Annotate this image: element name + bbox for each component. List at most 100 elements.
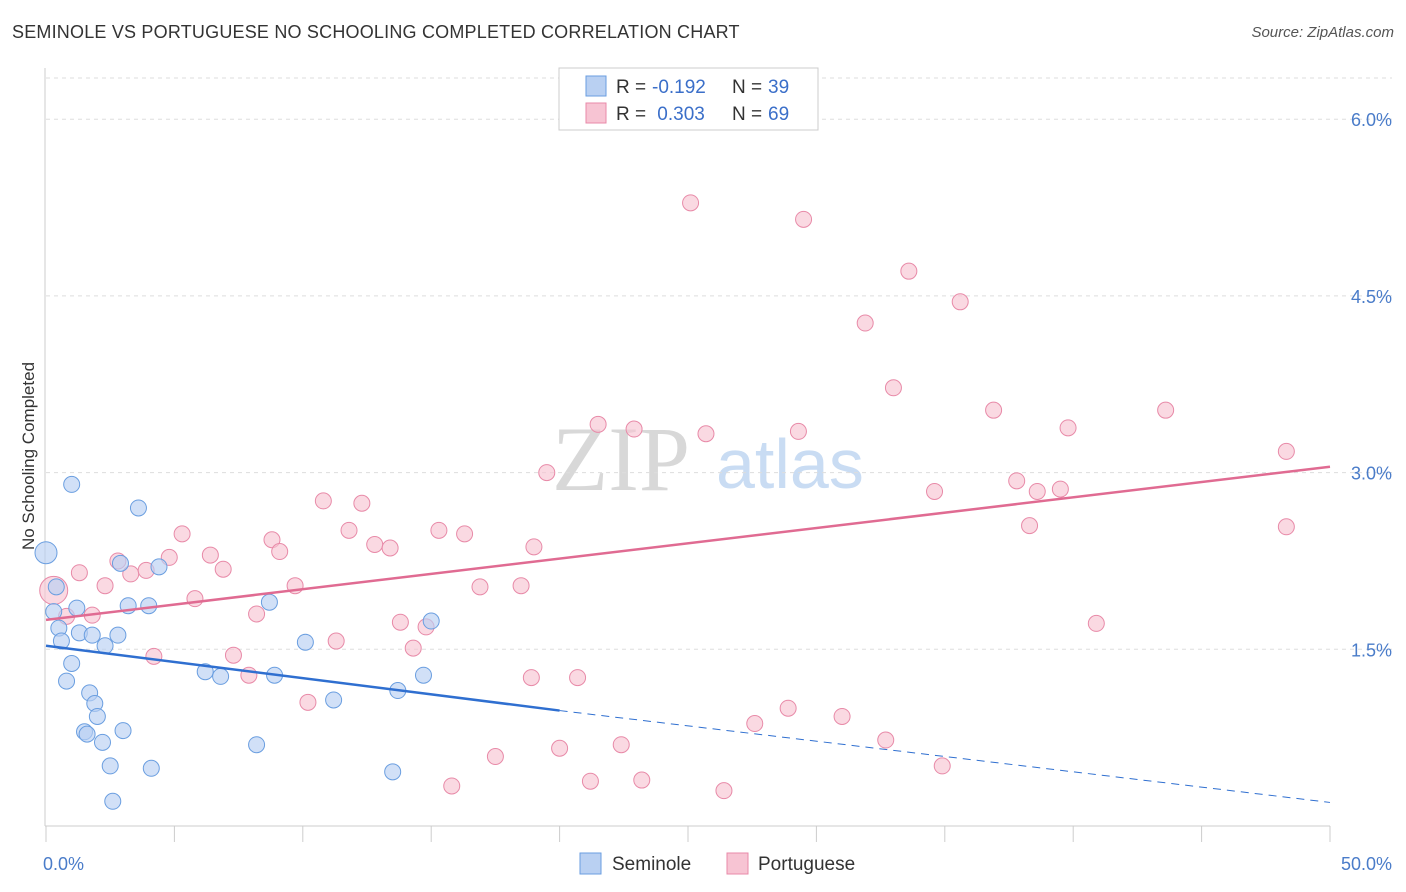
seminole-point (78, 725, 96, 743)
portuguese-point (746, 715, 764, 733)
source-label: Source: ZipAtlas.com (1251, 24, 1394, 41)
portuguese-point (486, 748, 504, 766)
portuguese-point (715, 782, 733, 800)
seminole-point (114, 722, 132, 740)
portuguese-point (186, 590, 204, 608)
x-tick-label: 0.0% (43, 854, 84, 874)
y-tick-label: 1.5% (1351, 640, 1392, 660)
portuguese-point (327, 632, 345, 650)
portuguese-point (224, 646, 242, 664)
legend-r-value-seminole: -0.192 (652, 77, 706, 98)
portuguese-point (951, 293, 969, 311)
portuguese-point (525, 538, 543, 556)
portuguese-point (625, 420, 643, 438)
portuguese-point (1277, 442, 1295, 460)
trend-lines (45, 465, 1331, 803)
portuguese-point (404, 639, 422, 657)
y-axis-label: No Schooling Completed (19, 362, 38, 550)
portuguese-point (884, 379, 902, 397)
portuguese-point (145, 647, 163, 665)
portuguese-point (1087, 614, 1105, 632)
grid-lines (46, 77, 1392, 650)
seminole-point (422, 612, 440, 630)
watermark-zip: ZIP (552, 408, 690, 510)
portuguese-point (512, 577, 530, 595)
portuguese-point (1028, 482, 1046, 500)
seminole-points (34, 475, 440, 810)
seminole-point (83, 626, 101, 644)
correlation-legend: R = -0.192 N = 39 R = 0.303 N = 69 (558, 67, 819, 131)
portuguese-point (381, 539, 399, 557)
portuguese-point (1051, 480, 1069, 498)
portuguese-point (1021, 517, 1039, 535)
portuguese-point (314, 492, 332, 510)
legend-r-value-portuguese: 0.303 (652, 104, 705, 125)
seminole-point (260, 593, 278, 611)
seminole-point (384, 763, 402, 781)
seminole-trend-line-extension (559, 710, 1331, 803)
seminole-point (248, 736, 266, 754)
seminole-point (196, 663, 214, 681)
portuguese-point (263, 531, 281, 549)
x-tick-label: 50.0% (1341, 854, 1392, 874)
portuguese-point (1157, 401, 1175, 419)
seminole-point (109, 626, 127, 644)
portuguese-point (340, 521, 358, 539)
portuguese-point (214, 560, 232, 578)
portuguese-point (430, 521, 448, 539)
seminole-point (325, 691, 343, 709)
portuguese-point (933, 757, 951, 775)
portuguese-point (569, 669, 587, 687)
portuguese-point (985, 401, 1003, 419)
portuguese-point (1008, 472, 1026, 490)
portuguese-point (366, 535, 384, 553)
y-tick-label: 6.0% (1351, 110, 1392, 130)
seminole-point (111, 554, 129, 572)
portuguese-point (391, 613, 409, 631)
seminole-point (63, 475, 81, 493)
portuguese-point (697, 425, 715, 443)
y-tick-label: 3.0% (1351, 464, 1392, 484)
portuguese-point (795, 210, 813, 228)
portuguese-point (833, 707, 851, 725)
portuguese-point (612, 736, 630, 754)
seminole-point (93, 733, 111, 751)
portuguese-point (551, 739, 569, 757)
y-tick-label: 4.5% (1351, 287, 1392, 307)
portuguese-point (926, 482, 944, 500)
portuguese-point (779, 699, 797, 717)
portuguese-point (353, 494, 371, 512)
seminole-point (150, 558, 168, 576)
portuguese-point (877, 731, 895, 749)
bottom-legend-swatch-seminole (579, 852, 602, 875)
portuguese-point (538, 464, 556, 482)
seminole-point (34, 541, 58, 565)
chart-title: SEMINOLE VS PORTUGUESE NO SCHOOLING COMP… (12, 22, 740, 42)
portuguese-point (589, 415, 607, 433)
portuguese-point (248, 605, 266, 623)
legend-n-value-seminole: 39 (768, 77, 789, 98)
legend-n-label-portuguese: N = (732, 104, 762, 125)
portuguese-point (581, 772, 599, 790)
seminole-point (101, 757, 119, 775)
portuguese-point (522, 669, 540, 687)
bottom-legend-portuguese: Portuguese (758, 854, 855, 875)
portuguese-point (456, 525, 474, 543)
y-tick-labels: 1.5% 3.0% 4.5% 6.0% (1351, 110, 1392, 660)
portuguese-point (173, 525, 191, 543)
seminole-point (212, 667, 230, 685)
portuguese-point (299, 693, 317, 711)
bottom-legend-seminole: Seminole (612, 854, 691, 875)
legend-n-label-seminole: N = (732, 77, 762, 98)
seminole-point (414, 666, 432, 684)
legend-r-label-portuguese: R = (616, 104, 646, 125)
x-tick-labels: 0.0% 50.0% (43, 854, 1392, 874)
portuguese-point (1059, 419, 1077, 437)
seminole-point (142, 759, 160, 777)
legend-n-value-portuguese: 69 (768, 104, 789, 125)
seminole-point (47, 578, 65, 596)
portuguese-point (1277, 518, 1295, 536)
portuguese-point (789, 422, 807, 440)
portuguese-point (900, 262, 918, 280)
